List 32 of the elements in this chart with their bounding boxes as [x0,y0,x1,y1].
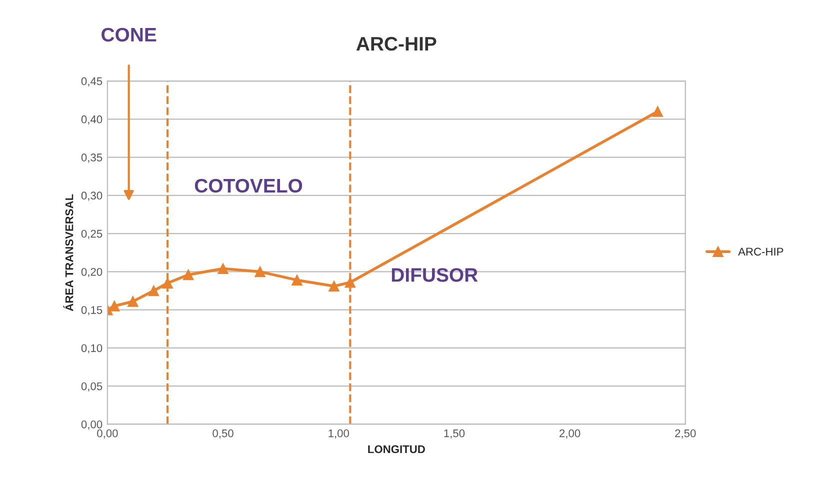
y-tick-label: 0,10 [81,344,102,354]
text: CONE [102,28,156,42]
legend-label: ARC-HIP [738,248,784,256]
point [109,300,120,312]
y-tick-label: 0,05 [81,382,102,392]
y-tick-label: 0,40 [81,115,102,125]
point [652,106,664,117]
annotation: DIFUSOR [392,268,478,282]
y-tick-label: 0,45 [81,77,102,86]
x-tick-label: 2,00 [560,429,580,439]
x-tick-label: 0,00 [97,429,118,439]
point [218,263,228,274]
annotation: COTOVELO [194,178,302,193]
y-tick-label: 0,15 [81,306,102,316]
chart-title: ARC-HIP [356,36,436,51]
x-tick-label: 1,00 [328,429,350,439]
point [127,296,138,307]
y-tick-label: 0,00 [81,420,102,430]
y-axis-title: ÁREA TRANSVERSAL [63,194,74,312]
point [292,274,302,286]
y-tick-label: 0,20 [81,268,102,278]
point [328,280,340,292]
point [148,285,160,296]
point [182,269,194,280]
point [254,266,266,278]
y-tick-label: 0,25 [81,230,102,239]
x-tick-label: 2,50 [675,429,696,439]
x-tick-label: 0,50 [212,429,234,439]
x-tick-label: 1,50 [444,429,465,439]
x-axis-title: LONGITUD [368,445,425,454]
y-tick-label: 0,30 [81,192,102,201]
y-tick-label: 0,35 [81,154,102,163]
